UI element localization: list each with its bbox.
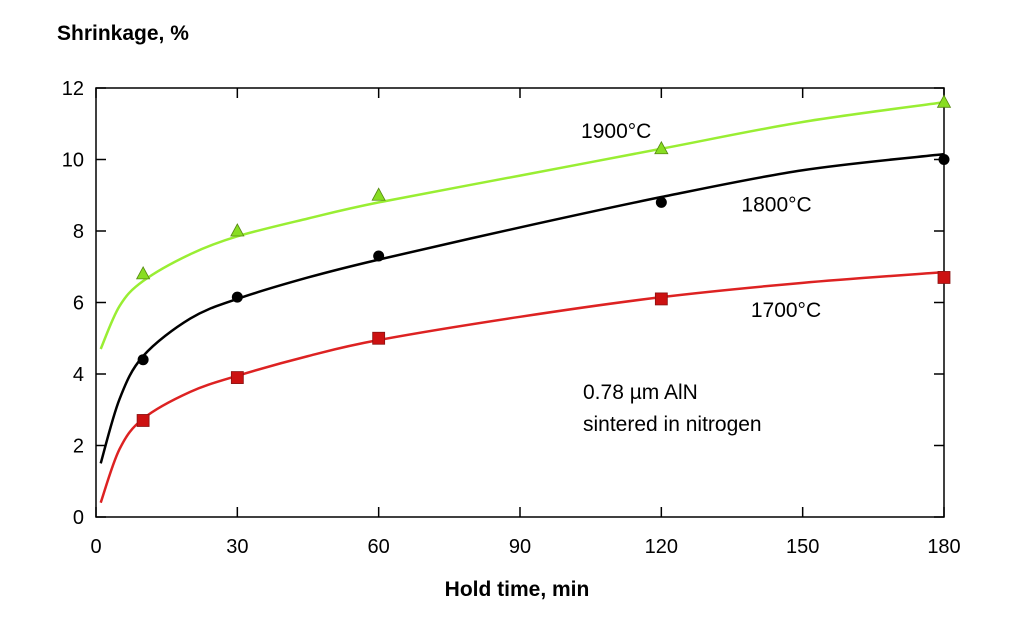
data-point-1800 [655, 196, 667, 208]
data-point-1900 [230, 223, 245, 237]
y-tick-label: 0 [73, 507, 84, 529]
annotation-material: 0.78 µm AlN [583, 381, 698, 404]
data-point-1700 [136, 414, 150, 427]
y-tick-label: 8 [73, 221, 84, 243]
data-point-1700 [937, 271, 951, 284]
y-tick-label: 2 [73, 436, 84, 458]
x-tick-label: 180 [927, 536, 960, 558]
x-tick-label: 0 [90, 536, 101, 558]
y-tick-label: 10 [62, 150, 84, 172]
series-line-1900 [99, 101, 945, 350]
x-tick-label: 90 [509, 536, 531, 558]
data-point-1800 [137, 354, 149, 366]
y-tick-label: 12 [62, 78, 84, 100]
x-tick-label: 30 [226, 536, 248, 558]
series-label-1700: 1700°C [751, 299, 821, 322]
x-tick-label: 120 [645, 536, 678, 558]
data-point-1900 [371, 187, 386, 201]
data-point-1700 [230, 371, 244, 384]
data-point-1900 [936, 94, 952, 108]
series-label-1800: 1800°C [741, 193, 811, 216]
data-point-1900 [654, 140, 669, 155]
y-tick-label: 4 [73, 364, 84, 386]
data-point-1800 [938, 154, 950, 165]
data-point-1700 [654, 292, 668, 306]
data-point-1800 [373, 250, 385, 262]
series-label-1900: 1900°C [581, 120, 651, 143]
annotation-condition: sintered in nitrogen [583, 413, 762, 436]
data-point-1700 [372, 331, 386, 345]
y-axis-title: Shrinkage, % [57, 22, 189, 45]
x-tick-label: 150 [786, 536, 819, 558]
y-tick-label: 6 [73, 293, 84, 315]
data-point-1800 [231, 291, 243, 303]
data-point-1900 [135, 266, 151, 280]
x-axis-title: Hold time, min [444, 578, 590, 601]
x-tick-label: 60 [368, 536, 390, 558]
